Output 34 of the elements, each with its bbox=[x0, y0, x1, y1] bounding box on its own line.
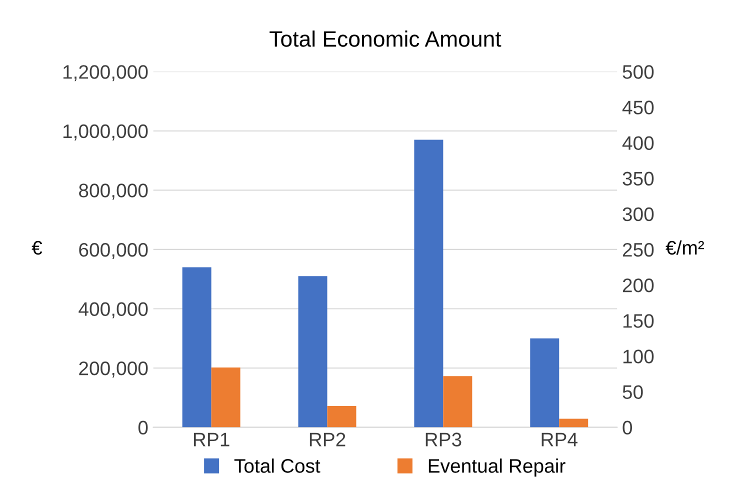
x-tick-label: RP3 bbox=[426, 432, 462, 446]
bar bbox=[298, 276, 328, 428]
y2-tick-label: 350 bbox=[622, 172, 654, 186]
y-tick-label: 1,200,000 bbox=[63, 65, 148, 82]
y2-tick-label: 450 bbox=[622, 100, 654, 114]
y2-tick-label: 200 bbox=[622, 278, 654, 292]
bar bbox=[559, 418, 588, 428]
y2-tick-label: 500 bbox=[622, 65, 654, 79]
y2-tick-label: 400 bbox=[622, 136, 654, 150]
y2-tick-label: 100 bbox=[623, 350, 654, 364]
y-tick-label: 400,000 bbox=[78, 302, 148, 318]
y2-tick-label: 300 bbox=[622, 207, 654, 222]
y-tick-label: 1,000,000 bbox=[63, 124, 148, 140]
chart-title: Total Economic Amount bbox=[270, 30, 502, 47]
y2-tick-label: 150 bbox=[623, 314, 654, 328]
x-tick-label: RP2 bbox=[310, 432, 346, 446]
x-tick-label: RP1 bbox=[194, 432, 230, 446]
bar bbox=[414, 140, 444, 428]
bar bbox=[443, 376, 472, 428]
legend-label: Total Cost bbox=[234, 458, 320, 473]
y2-tick-label: 250 bbox=[622, 242, 654, 257]
y-tick-label: 800,000 bbox=[79, 184, 148, 200]
y-tick-label: 0 bbox=[138, 420, 148, 435]
y-tick-label: 600,000 bbox=[79, 242, 148, 260]
y2-axis-title: €/m² bbox=[666, 240, 704, 255]
y2-tick-label: 0 bbox=[622, 420, 632, 435]
legend-label: Eventual Repair bbox=[428, 458, 566, 477]
x-tick-label: RP4 bbox=[542, 432, 578, 446]
y-axis-title: € bbox=[32, 240, 42, 255]
bar bbox=[530, 338, 560, 428]
bar bbox=[327, 406, 356, 428]
bar bbox=[182, 267, 212, 428]
y-tick-label: 200,000 bbox=[79, 362, 148, 378]
y2-tick-label: 50 bbox=[622, 385, 643, 399]
